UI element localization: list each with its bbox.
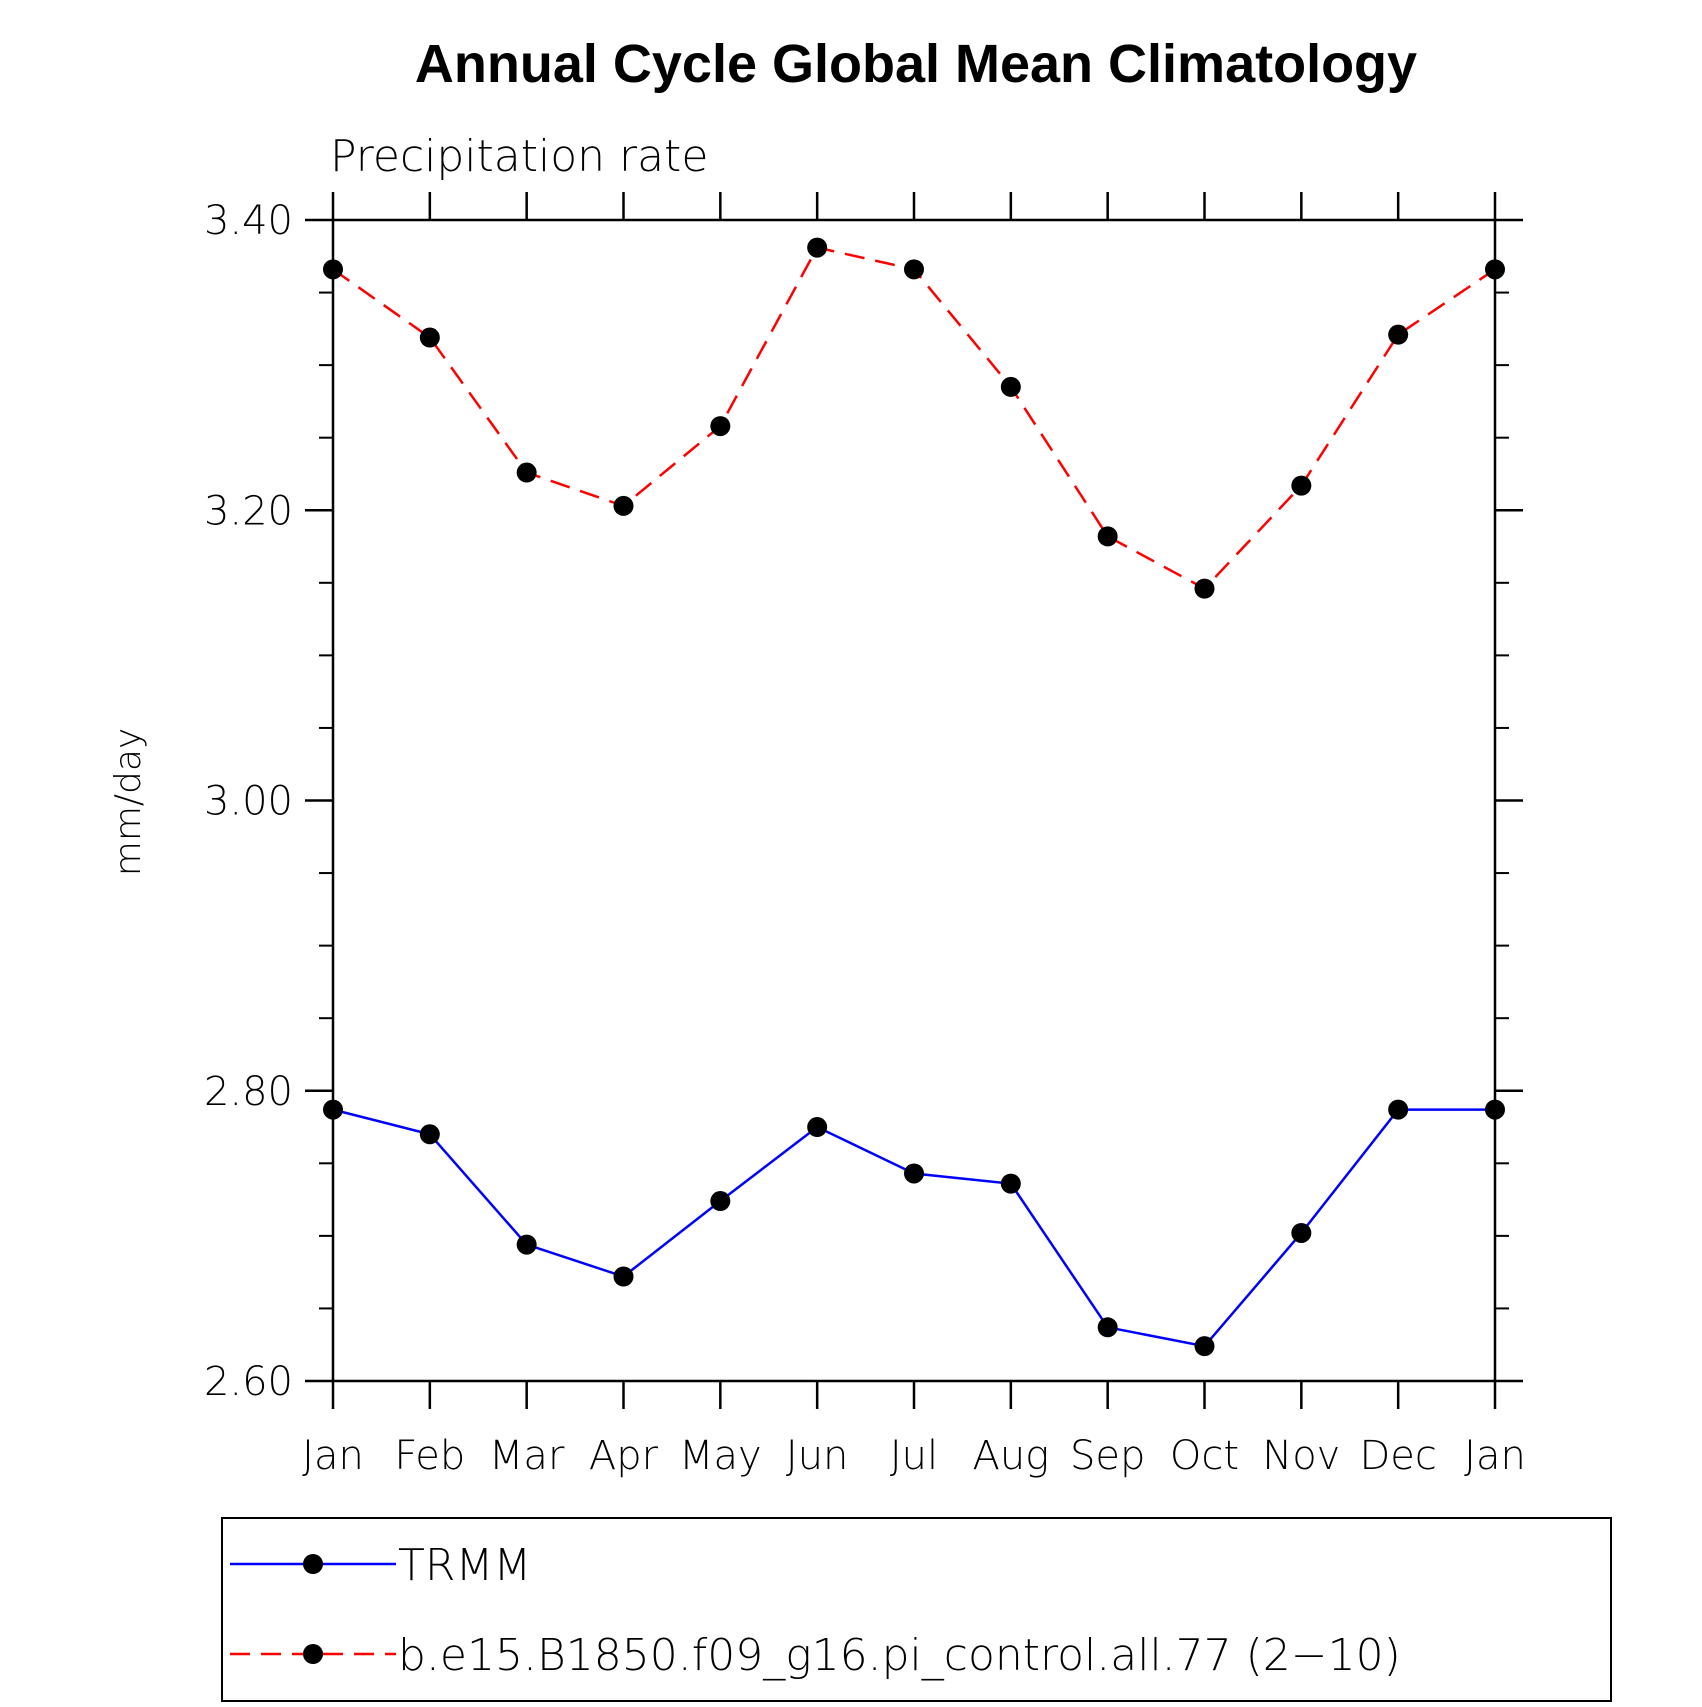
y-tick-label: 2.80 [204,1069,293,1115]
legend-box [221,1517,1612,1702]
data-point [807,1117,828,1138]
data-point [807,237,828,258]
x-tick-label: Apr [589,1433,659,1479]
data-point [323,259,343,280]
data-point [1388,1099,1409,1120]
data-point [1000,376,1021,397]
data-point [904,259,924,280]
data-point [1291,475,1312,496]
data-point [613,495,634,516]
data-point [1194,1336,1215,1357]
legend: TRMM b.e15.B1850.f09_g16.pi_control.all.7… [221,1517,1612,1702]
data-point [710,1191,731,1212]
x-tick-label: Oct [1170,1433,1239,1479]
y-tick-label: 3.00 [204,779,293,825]
data-point [1194,578,1215,599]
legend-marker [303,1554,323,1574]
y-tick-label: 3.20 [204,488,293,534]
plot-area: Jan Feb Mar Apr May Jun Jul Aug Sep Oct Nov Dec Jan2… [204,192,1526,1479]
data-point [1291,1222,1312,1243]
data-point [516,462,537,483]
x-tick-label: Aug [972,1433,1049,1479]
data-point [516,1234,537,1255]
x-tick-label: Feb [394,1433,465,1479]
data-point [323,1099,343,1120]
legend-label: b.e15.B1850.f09_g16.pi_control.all.77 (2… [398,1630,1401,1681]
x-tick-label: Jan [1464,1433,1526,1479]
x-tick-label: Dec [1359,1433,1436,1479]
y-axis-label: mm/day [108,728,149,876]
data-point [613,1266,634,1287]
data-point [1388,324,1409,345]
data-point [419,1124,440,1145]
x-tick-label: May [679,1433,762,1479]
data-point [904,1163,924,1184]
chart-subtitle: Precipitation rate [330,131,708,182]
x-tick-label: Jul [890,1433,938,1479]
x-tick-label: Mar [489,1433,565,1479]
data-point [1097,526,1118,547]
data-point [1000,1173,1021,1194]
y-tick-label: 3.40 [204,198,293,244]
data-point [1485,1099,1505,1120]
data-point [710,416,731,437]
x-tick-label: Jun [786,1433,849,1479]
data-point [419,327,440,348]
x-tick-label: Sep [1070,1433,1145,1479]
data-point [1097,1317,1118,1338]
y-tick-label: 2.60 [204,1359,293,1405]
x-tick-label: Jan [302,1433,364,1479]
x-tick-label: Nov [1262,1433,1340,1479]
series-line [332,1108,1495,1348]
chart-title: Annual Cycle Global Mean Climatology [415,34,1417,94]
data-point [1485,259,1505,280]
series-line [332,246,1496,591]
legend-marker [303,1644,323,1664]
legend-label: TRMM [398,1540,531,1591]
